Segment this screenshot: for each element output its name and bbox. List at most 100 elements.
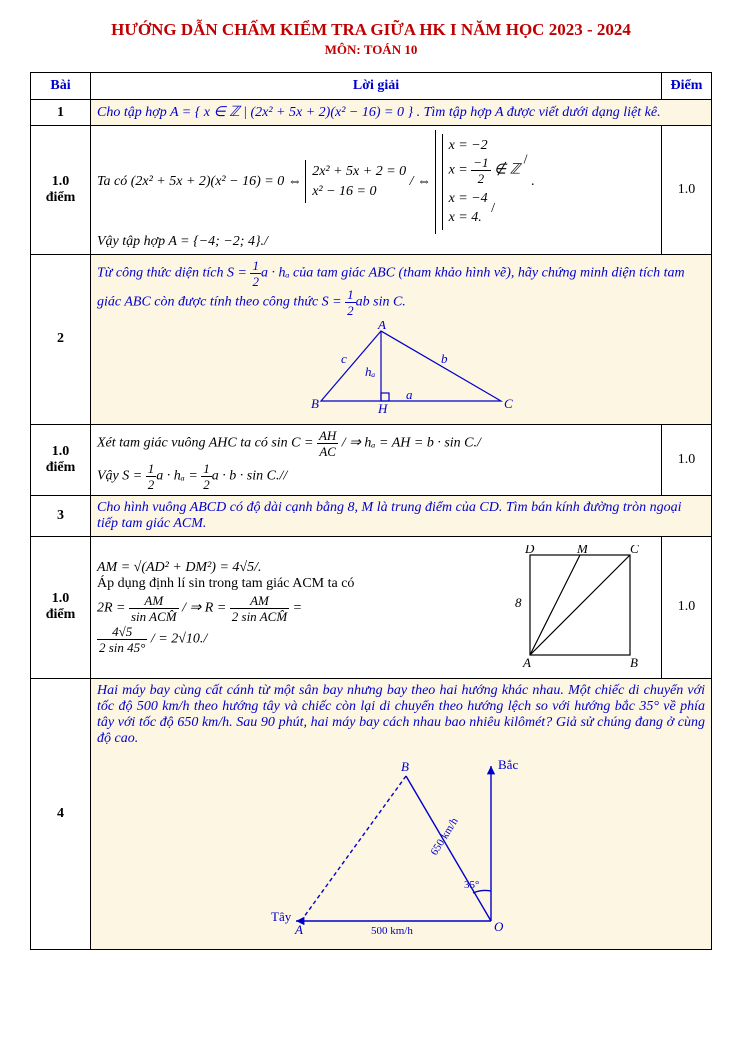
pd-Bac: Bắc [498,757,518,772]
q3-solution-row: 1.0 điểm AM = √(AD² + DM²) = 4√5/. Áp dụ… [31,536,712,678]
q3-l4n: 4√5 [97,625,147,640]
q3-l3n1: AM [129,594,179,609]
col-bai: Bài [31,73,91,100]
q3-score-label: 1.0 điểm [31,536,91,678]
q2-f1d: 2 [250,274,261,288]
q3-score: 1.0 [662,536,712,678]
q2-s1n: AH [317,429,338,444]
lbl-b: b [441,351,448,366]
q1-sys2b: x = −4 x = 4. [442,187,488,230]
q2-f1n: 1 [250,259,261,274]
q2-s2d1: 2 [146,477,157,491]
q1-sys1-b: x² − 16 = 0 [312,182,406,202]
lbl-C: C [504,396,513,411]
q1-a2-den: 2 [471,171,490,185]
q4-text: Hai máy bay cùng cất cánh từ một sân bay… [97,683,705,747]
sq-B: B [630,655,638,670]
q1-question-row: 1 Cho tập hợp A = { x ∈ ℤ | (2x² + 5x + … [31,100,712,126]
pd-500: 500 km/h [371,925,413,937]
page-title: HƯỚNG DẪN CHẤM KIỂM TRA GIỮA HK I NĂM HỌ… [30,20,712,40]
lbl-H: H [377,401,388,416]
pd-Tay: Tây [271,909,292,924]
sq-8: 8 [515,595,522,610]
answer-table: Bài Lời giải Điểm 1 Cho tập hợp A = { x … [30,72,712,950]
lbl-c: c [341,351,347,366]
q2-pre: Từ công thức diện tích [97,266,227,281]
q2-score-label: 1.0 điểm [31,424,91,495]
lbl-ha: hₐ [365,364,376,379]
triangle-abc-diagram: A B C H c b a hₐ [281,321,521,416]
q2-f1-post: a · hₐ [261,266,290,281]
q2-s2d2: 2 [201,477,212,491]
q1-sys2-a2-l: x = [449,162,472,177]
q1-solution: Ta có (2x² + 5x + 2)(x² − 16) = 0 ⇔ 2x² … [91,126,662,255]
q2-f1-pre: S = [227,266,250,281]
q1-mid: / ⇔ [410,174,435,189]
q2-score: 1.0 [662,424,712,495]
q3-l3-eq: = [289,601,302,616]
q1-sol-pre: Ta có (2x² + 5x + 2)(x² − 16) = 0 ⇔ [97,174,302,189]
q1-number: 1 [31,100,91,126]
q2-f2-post: ab sin C. [356,295,406,310]
q2-solution: Xét tam giác vuông AHC ta có sin C = AHA… [91,424,662,495]
q2-solution-row: 1.0 điểm Xét tam giác vuông AHC ta có si… [31,424,712,495]
q1-q-post: . Tìm tập hợp A được viết dưới dạng liệt… [417,105,661,120]
q1-score: 1.0 [662,126,712,255]
q2-number: 2 [31,254,91,424]
sq-C: C [630,545,639,556]
q3-l3d2: 2 sin ACM̂ [230,609,289,623]
q3-l4-post: / = 2√10./ [147,632,207,647]
lbl-a: a [406,387,413,402]
q3-l3d1: sin ACM̂ [129,609,179,623]
q1-sys2-a2-r: ∉ ℤ [491,162,521,177]
lbl-A: A [377,321,386,332]
plane-diagram: B Bắc O A Tây 500 km/h 650 km/h 35° [251,751,551,941]
q4-number: 4 [31,678,91,949]
q2-s1-pre: Xét tam giác vuông AHC ta có sin C = [97,436,317,451]
q1-q-pre: Cho tập hợp [97,105,170,120]
pd-O: O [494,919,504,934]
q2-s2n1: 1 [146,462,157,477]
q2-s1-post: / ⇒ hₐ = AH = b · sin C./ [338,436,481,451]
pd-B: B [401,759,409,774]
q4-question-row: 4 Hai máy bay cùng cất cánh từ một sân b… [31,678,712,949]
q1-solution-row: 1.0 điểm Ta có (2x² + 5x + 2)(x² − 16) =… [31,126,712,255]
col-diem: Điểm [662,73,712,100]
q1-sys1: 2x² + 5x + 2 = 0 x² − 16 = 0 [305,160,406,203]
q3-l2: Áp dụng định lí sin trong tam giác ACM t… [97,576,495,592]
q1-a2-num: −1 [471,156,490,171]
page-subtitle: MÔN: TOÁN 10 [30,42,712,58]
q1-sys2: x = −2 x = −12 ∉ ℤ / x = −4 x = 4. / [435,130,528,234]
q2-f2n: 1 [345,288,356,303]
col-loigiai: Lời giải [91,73,662,100]
q2-s2-m1: a · hₐ = [156,469,201,484]
q1-conclusion: Vậy tập hợp A = {−4; −2; 4}./ [97,234,655,250]
q3-l1: AM = √(AD² + DM²) = 4√5/. [97,560,495,576]
q1-sys2-b2: x = 4. [449,208,488,228]
q1-q-A: A = { x ∈ ℤ | (2x² + 5x + 2)(x² − 16) = … [170,105,413,120]
q2-s2-m2: a · b · sin C.// [212,469,287,484]
q2-s2-pre: Vậy S = [97,469,146,484]
q3-l3-pre: 2R = [97,601,129,616]
q1-sys2-a2: x = −12 ∉ ℤ [449,156,521,185]
q2-question-row: 2 Từ công thức diện tích S = 12a · hₐ củ… [31,254,712,424]
sq-D: D [524,545,535,556]
pd-A: A [294,922,303,937]
square-diagram: D M C A B 8 [505,545,655,670]
q2-f2d: 2 [345,303,356,317]
q1-score-label: 1.0 điểm [31,126,91,255]
q3-question: Cho hình vuông ABCD có độ dài cạnh bằng … [91,495,712,536]
q2-question: Từ công thức diện tích S = 12a · hₐ của … [91,254,712,424]
sq-M: M [576,545,589,556]
q3-l3n2: AM [230,594,289,609]
lbl-B: B [311,396,319,411]
q3-l4d: 2 sin 45° [97,640,147,654]
q1-sys2-a1: x = −2 [449,136,521,156]
q1-sys2a: x = −2 x = −12 ∉ ℤ [442,134,521,187]
pd-ang: 35° [464,879,479,891]
q1-sys1-a: 2x² + 5x + 2 = 0 [312,162,406,182]
q3-solution: AM = √(AD² + DM²) = 4√5/. Áp dụng định l… [91,536,662,678]
q3-l3-mid: / ⇒ R = [179,601,230,616]
q2-s1d: AC [317,444,338,458]
q1-sys2-b1: x = −4 [449,189,488,209]
